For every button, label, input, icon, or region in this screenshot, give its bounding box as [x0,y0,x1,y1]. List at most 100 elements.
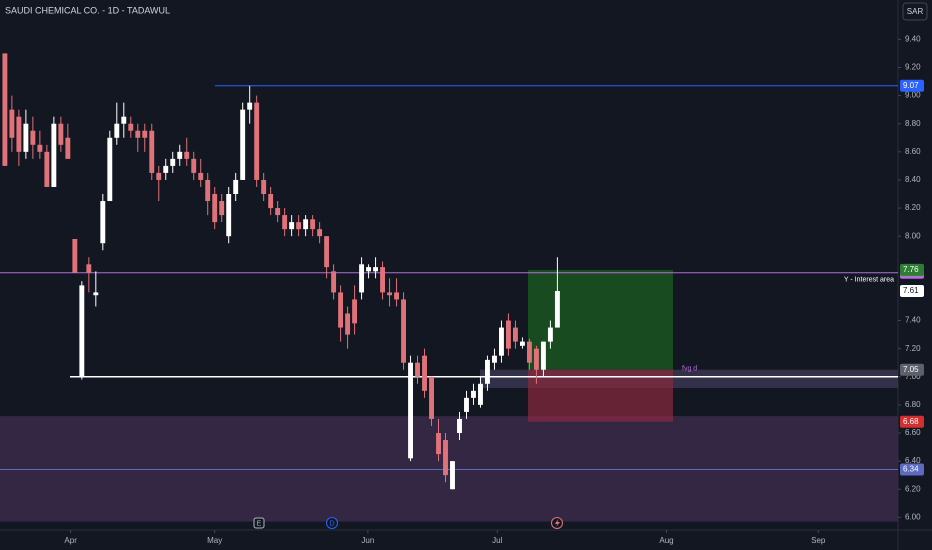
candle-body [289,222,295,230]
y-tick-label: 8.80 [905,119,921,128]
y-tick-label: 6.20 [905,484,921,493]
price-badge-box [900,79,924,92]
candle-body [547,327,553,342]
candle-body [366,267,372,272]
price-badge: 6.34 [900,463,924,476]
chart-title: SAUDI CHEMICAL CO. - 1D - TADAWUL [5,5,170,15]
candle-body [219,201,225,216]
candle-body [72,238,78,273]
candle-body [338,292,344,328]
candle-body [310,219,316,230]
candle-body [247,102,253,110]
candle-body [44,151,50,187]
candle-body [429,376,434,419]
candle-body [282,215,288,230]
candle-body [317,229,323,237]
price-badge: 7.05 [900,363,924,376]
price-badge-label: 7.61 [903,286,919,295]
candle-body [254,102,260,180]
candle-body [135,130,141,138]
candle-body [324,236,330,268]
stop-area [528,369,673,422]
price-badge-label: 6.68 [903,417,919,426]
y-tick-label: 8.40 [905,175,921,184]
candle-body [519,341,525,346]
candle-body [540,341,546,370]
event-icon [253,517,265,529]
candle-body [359,264,365,293]
candle-body [65,137,71,159]
candle-body [554,291,560,328]
candle-body [457,418,462,433]
price-badge-label: 7.05 [903,365,919,374]
x-tick-label: Apr [64,536,77,545]
candle-body [387,292,393,296]
candle-body [401,299,406,363]
candle-body [37,144,43,152]
line-label: Y - Interest area [844,277,894,284]
candle-body [142,130,148,138]
candle-body [198,172,204,180]
candle-body [526,341,532,363]
candle-body [100,201,106,244]
price-badge-box [900,285,924,298]
candle-body [394,292,399,300]
y-tick-label: 9.00 [905,91,921,100]
candle-body [79,285,85,377]
y-tick-label: 6.00 [905,512,921,521]
price-badge-label: 9.07 [903,81,919,90]
candle-body [191,158,197,173]
candle-body [352,299,358,324]
price-badge-label: 6.34 [903,465,919,474]
price-badge-box [900,363,924,376]
candle-body [499,327,504,356]
currency-button[interactable] [902,2,928,21]
candle-body [51,123,57,187]
candle-body [184,151,190,159]
candle-body [505,320,511,349]
event-label: D [329,520,334,527]
price-badge: 9.07 [900,79,924,92]
candle-body [30,130,36,145]
x-tick-label: Aug [659,536,673,545]
candle-body [107,137,113,202]
y-tick-label: 7.20 [905,344,921,353]
y-tick-label: 9.40 [905,34,921,43]
candle-body [485,359,490,384]
candle-body [373,267,379,272]
candle-body [296,222,302,230]
y-tick-label: 6.60 [905,428,921,437]
candle-body [16,116,22,152]
zone [0,416,898,522]
x-tick-label: Sep [811,536,826,545]
candle-body [450,461,455,490]
candle-body [9,109,15,138]
y-tick-label: 8.60 [905,147,921,156]
candle-body [156,172,162,180]
candle-body [275,208,281,216]
candle-body [86,264,92,273]
candle-body [422,355,427,391]
price-badge: 7.61 [900,285,924,298]
candle-body [93,292,99,296]
candle-body [268,194,274,209]
event-label: E [257,520,262,527]
candle-body [177,151,183,159]
x-tick-label: May [207,536,222,545]
candle-body [443,440,448,476]
candle-body [492,355,497,363]
currency-label[interactable]: SAR [907,7,924,16]
candle-body [226,194,232,237]
price-badge: 7.76 [900,263,924,276]
price-badge-box [900,263,924,276]
zone-label: fvg d [682,366,697,373]
candle-body [303,219,309,230]
price-badge-box [900,463,924,476]
y-tick-label: 6.80 [905,400,921,409]
candle-body [464,397,469,412]
candle-body [114,123,120,138]
price-badge-label: 7.76 [903,265,919,274]
x-tick-label: Jun [361,536,374,545]
